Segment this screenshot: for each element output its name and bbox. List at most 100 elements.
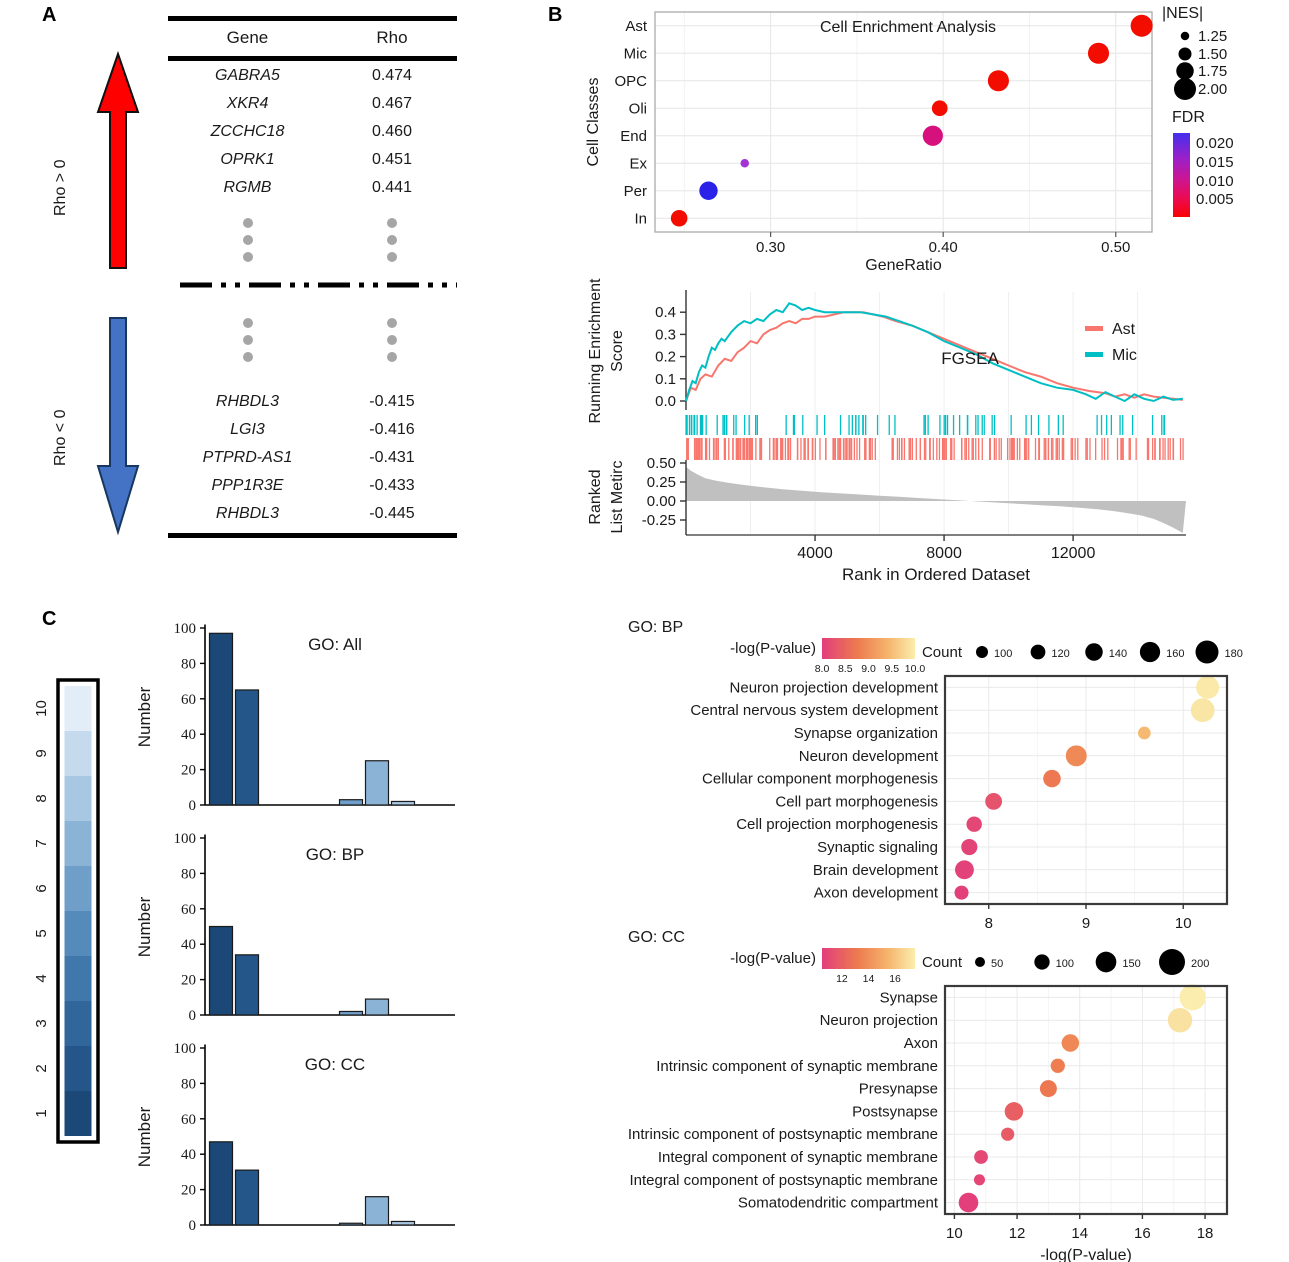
- y-axis-title: Ranked: [587, 469, 604, 524]
- color-legend-title: FDR: [1172, 109, 1205, 126]
- legend-tick-label: 10.0: [905, 663, 926, 675]
- legend-tick-label: 16: [889, 973, 901, 985]
- data-point: [1001, 1127, 1015, 1141]
- x-axis-title: Rank in Ordered Dataset: [842, 565, 1030, 584]
- bar: [234, 1169, 260, 1226]
- category-label: Intrinsic component of postsynaptic memb…: [628, 1126, 938, 1143]
- table-row: GABRA5 0.474: [168, 62, 457, 90]
- category-label: Synaptic signaling: [817, 839, 938, 856]
- colorbar-segment: [64, 821, 92, 866]
- colorbar-tick-label: 3: [33, 1019, 50, 1027]
- rho-column-header: Rho: [376, 28, 408, 47]
- y-tick-label: Ex: [629, 155, 647, 172]
- positive-rho-rows: GABRA5 0.474 XKR4 0.467 ZCCHC18 0.460 OPRK1 0.4…: [168, 62, 457, 202]
- gene-cell: PTPRD-AS1: [202, 449, 293, 466]
- x-tick-label: 12000: [1051, 545, 1096, 562]
- y-tick-label: 60: [181, 902, 196, 918]
- data-point: [1061, 1034, 1080, 1052]
- size-legend-label: 1.25: [1198, 28, 1227, 45]
- size-legend-label: 1.75: [1198, 63, 1227, 80]
- up-arrow-icon: [96, 50, 140, 269]
- size-legend-label: 140: [1109, 648, 1127, 660]
- y-tick-label: 80: [181, 656, 196, 672]
- colorbar-segment: [64, 776, 92, 821]
- rho-cell: -0.415: [369, 393, 415, 410]
- category-label: Cell projection morphogenesis: [736, 816, 938, 833]
- x-tick-label: 18: [1197, 1225, 1214, 1242]
- gene-cell: RHBDL3: [215, 505, 280, 522]
- x-tick-label: 0.40: [929, 239, 958, 256]
- x-tick-label: 9: [1082, 915, 1090, 932]
- x-tick-label: 10: [946, 1225, 963, 1242]
- rho-cell: -0.445: [369, 505, 415, 522]
- x-tick-label: 10: [1175, 915, 1192, 932]
- data-point: [1167, 1008, 1193, 1033]
- colorbar-segment: [64, 1091, 92, 1136]
- category-label: Brain development: [813, 862, 939, 879]
- y-axis-title: Number: [135, 896, 154, 957]
- go-bp-histogram: 0 20 40 60 80 100 GO: BP Number: [135, 831, 455, 1024]
- ellipsis-dot: [242, 352, 253, 362]
- colorbar-segment: [64, 866, 92, 911]
- y-axis-title: Running Enrichment: [587, 278, 604, 424]
- data-point: [740, 159, 749, 168]
- table-row: XKR4 0.467: [168, 90, 457, 118]
- down-arrow-icon: [96, 317, 140, 536]
- chart-title: GO: BP: [306, 845, 365, 864]
- data-point: [1179, 984, 1206, 1011]
- y-tick-label: 60: [181, 692, 196, 708]
- go-all-histogram: 0 20 40 60 80 100 GO: All Number: [135, 621, 455, 814]
- y-tick-label: 0: [189, 1218, 197, 1234]
- colorbar-segment: [64, 1046, 92, 1091]
- enrichment-curve: [685, 302, 1183, 403]
- ellipsis-dot: [242, 235, 253, 245]
- rho-cell: -0.433: [369, 477, 415, 494]
- table-header-row: Gene Rho: [168, 24, 457, 52]
- y-tick-label: End: [620, 128, 647, 145]
- y-tick-label: 0.3: [655, 326, 676, 343]
- go-cc-histogram: 0 20 40 60 80 100 GO: CC Number: [135, 1041, 455, 1234]
- chart-title: FGSEA: [941, 349, 999, 368]
- colorbar-tick-label: 4: [33, 974, 50, 982]
- y-tick-label: 40: [181, 1147, 196, 1163]
- colorbar-tick-label: 10: [33, 700, 50, 717]
- color-legend-label: 0.015: [1196, 154, 1234, 171]
- data-point: [1004, 1102, 1024, 1121]
- bar: [208, 1141, 234, 1226]
- category-label: Somatodendritic compartment: [738, 1195, 939, 1212]
- dashed-divider: [180, 282, 457, 288]
- y-tick-label: OPC: [614, 73, 647, 90]
- go-bp-dotplot: GO: BP -log(P-value) 8.0 8.5 9.0 9.5 10.0 Count…: [628, 619, 1243, 932]
- rho-cell: 0.441: [371, 179, 412, 196]
- y-tick-label: 0.25: [647, 474, 676, 491]
- y-tick-label: Ast: [625, 18, 648, 35]
- size-legend-label: 50: [991, 958, 1003, 970]
- rho-cell: -0.431: [369, 449, 415, 466]
- category-label: Neuron development: [799, 748, 939, 765]
- gene-cell: RGMB: [223, 179, 272, 196]
- x-tick-label: 8000: [926, 545, 962, 562]
- y-tick-label: 0.2: [655, 349, 676, 366]
- legend-tick-label: 9.5: [884, 663, 899, 675]
- y-tick-label: Oli: [629, 100, 647, 117]
- ellipsis-dot: [387, 335, 397, 345]
- table-rule-top: [168, 16, 457, 21]
- size-legend-title: Count: [922, 644, 963, 661]
- panel-a-label: A: [42, 4, 57, 26]
- table-row: PTPRD-AS1 -0.431: [168, 444, 457, 472]
- x-tick-label: 0.30: [756, 239, 785, 256]
- category-label: Postsynapse: [852, 1103, 938, 1120]
- size-legend-label: 180: [1225, 648, 1243, 660]
- rho-negative-label: Rho < 0: [52, 409, 69, 467]
- data-point: [1196, 675, 1220, 699]
- ellipsis-dot: [387, 352, 397, 362]
- y-tick-label: 20: [181, 1183, 196, 1199]
- category-label: Synapse organization: [794, 725, 938, 742]
- ellipsis-dot: [387, 318, 397, 328]
- x-tick-label: 8: [985, 915, 993, 932]
- category-label: Cellular component morphogenesis: [702, 771, 938, 788]
- y-tick-label: 0: [189, 1008, 197, 1024]
- ellipsis-dot: [387, 218, 397, 228]
- data-point: [987, 70, 1009, 92]
- y-tick-label: In: [634, 210, 647, 227]
